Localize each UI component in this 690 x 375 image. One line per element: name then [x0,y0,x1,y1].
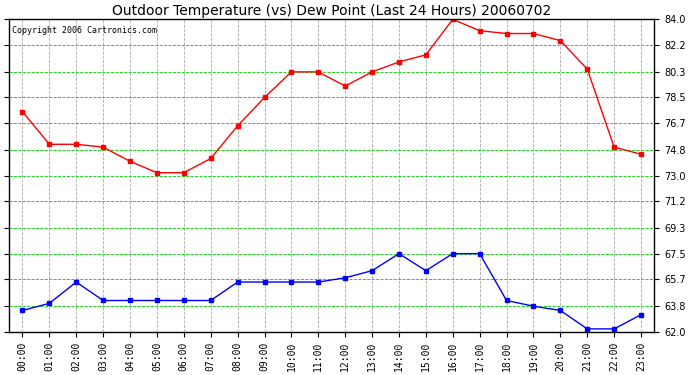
Title: Outdoor Temperature (vs) Dew Point (Last 24 Hours) 20060702: Outdoor Temperature (vs) Dew Point (Last… [112,4,551,18]
Text: Copyright 2006 Cartronics.com: Copyright 2006 Cartronics.com [12,26,157,34]
